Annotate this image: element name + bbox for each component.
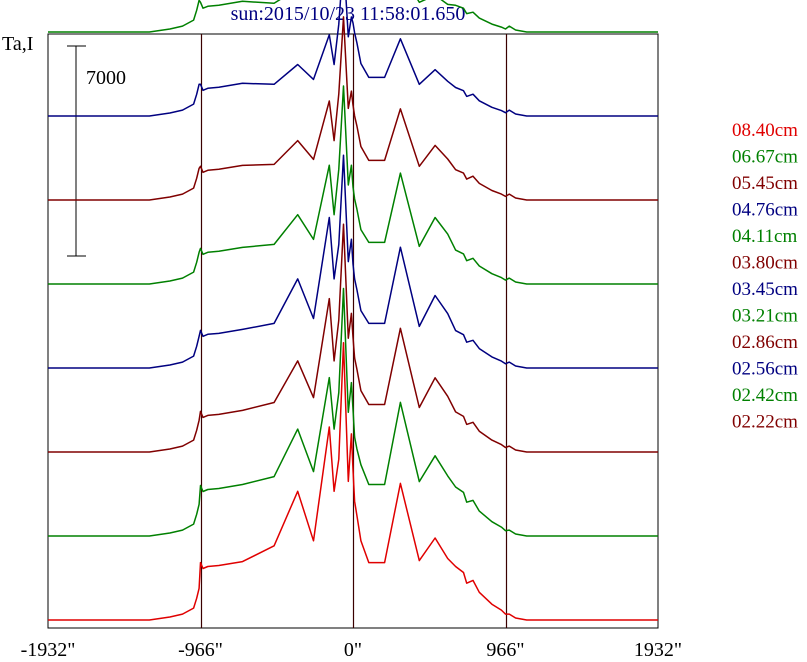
legend-entry: 02.86cm (732, 332, 798, 353)
scale-bar (67, 45, 86, 257)
chart-title: sun:2015/10/23 11:58:01.650 (231, 3, 466, 25)
legend-entry: 08.40cm (732, 120, 798, 141)
legend-entry: 02.56cm (732, 359, 798, 380)
x-tick-label: 1932" (634, 639, 682, 661)
legend-entry: 04.76cm (732, 200, 798, 221)
series-line-03.80cm (48, 16, 658, 201)
legend-entry: 03.80cm (732, 253, 798, 274)
series-lines (48, 0, 658, 621)
series-line-04.11cm (48, 85, 658, 285)
legend-entry: 03.45cm (732, 279, 798, 300)
scale-bar-label: 7000 (86, 67, 126, 89)
x-tick-labels: -1932" -966" 0" 966" 1932" (21, 639, 683, 661)
legend-entry: 06.67cm (732, 147, 798, 168)
legend-entry: 05.45cm (732, 173, 798, 194)
series-line-06.67cm (48, 287, 658, 537)
legend-entry: 03.21cm (732, 306, 798, 327)
x-tick-label: -1932" (21, 639, 76, 661)
limb-lines (200, 34, 508, 628)
legend: 08.40cm 06.67cm 05.45cm 04.76cm 04.11cm 03.80… (732, 120, 798, 433)
legend-entry: 02.42cm (732, 385, 798, 406)
y-axis-label: Ta,I (2, 33, 33, 55)
x-tick-label: -966" (178, 639, 223, 661)
series-line-03.21cm (48, 0, 658, 33)
x-tick-label: 966" (486, 639, 524, 661)
series-line-05.45cm (48, 223, 658, 453)
series-line-03.45cm (48, 0, 658, 117)
x-tick-label: 0" (344, 639, 362, 661)
legend-entry: 02.22cm (732, 412, 798, 433)
series-line-04.76cm (48, 154, 658, 369)
series-line-08.40cm (48, 342, 658, 621)
legend-entry: 04.11cm (732, 226, 797, 247)
